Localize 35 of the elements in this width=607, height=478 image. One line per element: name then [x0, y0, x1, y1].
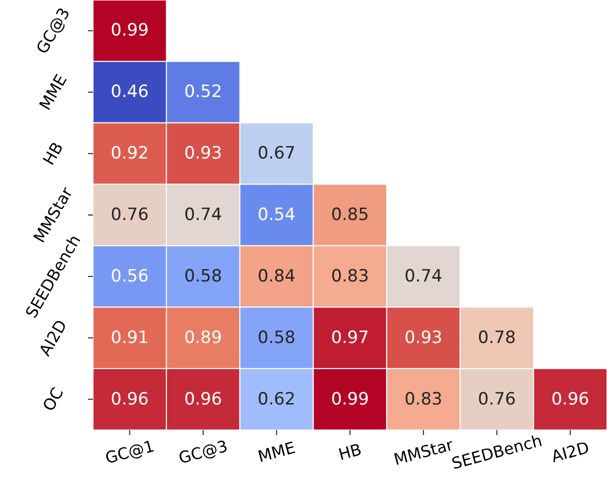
y-tick-label: OC: [38, 384, 68, 414]
data-label: 0.76: [110, 205, 149, 225]
x-tick-label: MME: [256, 438, 298, 466]
data-label: 0.52: [184, 82, 222, 102]
data-label: 0.93: [404, 328, 442, 348]
data-label: 0.62: [258, 389, 296, 410]
data-label: 0.83: [404, 389, 442, 410]
data-label: 0.89: [184, 328, 222, 348]
data-label: 0.54: [258, 205, 296, 225]
data-label: 0.83: [331, 266, 369, 286]
data-label: 0.91: [110, 328, 149, 348]
data-label: 0.78: [478, 328, 516, 348]
data-label: 0.67: [258, 144, 296, 164]
data-label: 0.93: [184, 144, 222, 164]
data-label: 0.92: [110, 144, 149, 164]
data-label: 0.96: [551, 389, 590, 410]
y-tick-label: HB: [39, 138, 67, 168]
data-label: 0.97: [331, 328, 369, 348]
data-label: 0.99: [331, 389, 369, 410]
data-label: 0.58: [184, 266, 222, 286]
x-tick-label: HB: [336, 440, 364, 464]
data-label: 0.74: [404, 266, 442, 286]
data-label: 0.56: [110, 266, 149, 286]
data-label: 0.96: [110, 389, 149, 410]
data-label: 0.74: [184, 205, 222, 225]
data-label: 0.84: [258, 266, 296, 286]
data-label: 0.85: [331, 205, 369, 225]
data-label: 0.46: [110, 82, 149, 102]
data-label: 0.58: [258, 328, 296, 348]
x-tick-label: GC@3: [176, 436, 230, 468]
data-label: 0.76: [478, 389, 516, 410]
data-label: 0.96: [184, 389, 222, 410]
x-tick-label: GC@1: [103, 436, 156, 468]
x-tick-label: AI2D: [549, 438, 592, 466]
data-label: 0.99: [110, 20, 149, 41]
